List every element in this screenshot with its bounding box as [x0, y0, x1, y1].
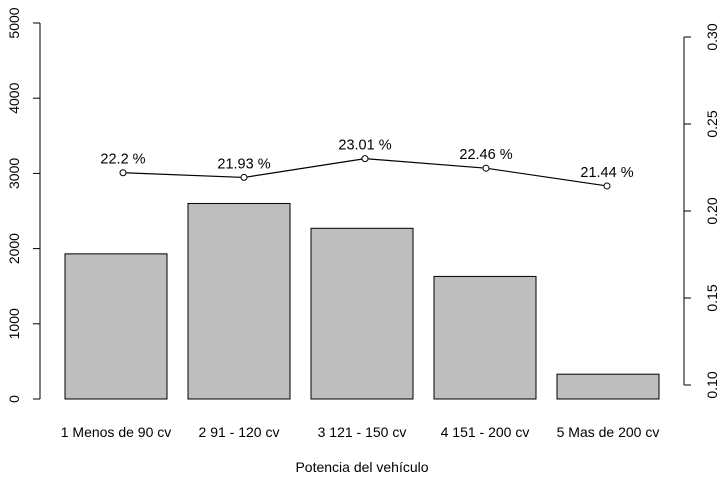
series-point [603, 182, 611, 190]
left-tick-label: 5000 [6, 7, 22, 38]
bar [556, 373, 660, 400]
x-axis-title: Potencia del vehículo [295, 459, 428, 475]
bar [433, 275, 537, 400]
series-line [122, 158, 608, 187]
left-tick-label: 3000 [6, 158, 22, 189]
category-label: 5 Mas de 200 cv [557, 424, 660, 440]
left-tick-label: 1000 [6, 308, 22, 339]
category-label: 4 151 - 200 cv [441, 424, 530, 440]
left-tick-label: 0 [6, 395, 22, 403]
data-label: 21.93 % [217, 156, 270, 172]
right-tick-label: 0.25 [704, 110, 720, 137]
bar [187, 202, 291, 400]
left-tick-label: 4000 [6, 82, 22, 113]
line-series: 22.2 % 21.93 % 23.01 % 22.46 % 21.44 % [100, 138, 634, 190]
category-label: 3 121 - 150 cv [318, 424, 407, 440]
category-labels: 1 Menos de 90 cv 2 91 - 120 cv 3 121 - 150… [61, 424, 660, 440]
bars [64, 202, 660, 400]
right-tick-label: 0.30 [704, 23, 720, 50]
series-point [240, 173, 248, 181]
data-label: 23.01 % [338, 138, 391, 154]
right-axis: 0.10 0.15 0.20 0.25 0.30 [683, 23, 720, 399]
series-point [482, 164, 490, 172]
right-tick-label: 0.10 [704, 371, 720, 398]
bar [310, 227, 414, 400]
series-point [361, 155, 369, 163]
data-label: 22.2 % [100, 152, 145, 168]
right-tick-label: 0.15 [704, 284, 720, 311]
category-label: 1 Menos de 90 cv [61, 424, 172, 440]
left-tick-label: 2000 [6, 233, 22, 264]
data-label: 21.44 % [580, 165, 633, 181]
category-label: 2 91 - 120 cv [199, 424, 280, 440]
series-point [119, 169, 127, 177]
left-axis: 0 1000 2000 3000 4000 5000 [6, 7, 41, 403]
right-tick-label: 0.20 [704, 197, 720, 224]
bar [64, 253, 168, 400]
data-label: 22.46 % [459, 147, 512, 163]
